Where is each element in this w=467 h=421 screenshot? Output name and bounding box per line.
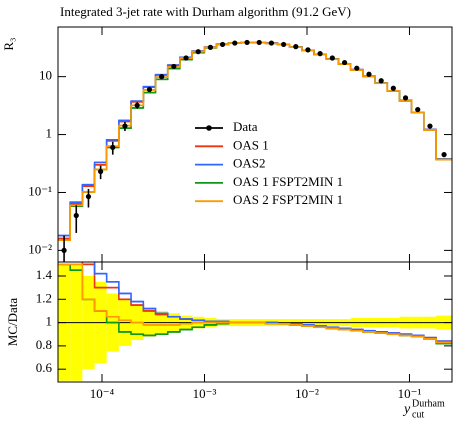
x-axis-label-sup: Durham bbox=[412, 398, 445, 409]
data-point bbox=[256, 39, 262, 46]
ratio-plot bbox=[58, 262, 452, 381]
y-tick-label: 10 bbox=[39, 68, 52, 83]
data-point bbox=[341, 59, 348, 66]
data-point bbox=[281, 41, 287, 48]
data-point bbox=[390, 85, 396, 91]
x-tick-label: 10⁻⁴ bbox=[90, 386, 115, 401]
data-point bbox=[207, 44, 214, 50]
data-point bbox=[317, 51, 323, 57]
x-tick-label: 10⁻² bbox=[295, 386, 319, 401]
data-point bbox=[122, 123, 128, 129]
data-point bbox=[415, 106, 421, 113]
data-point bbox=[98, 168, 104, 175]
y-tick-label: 10⁻² bbox=[28, 241, 52, 256]
data-point bbox=[171, 63, 177, 70]
y-tick-label: 1 bbox=[46, 126, 53, 141]
data-point bbox=[134, 102, 140, 108]
legend-label: OAS 1 bbox=[233, 137, 269, 152]
data-point bbox=[329, 55, 335, 61]
y-tick-label: 10⁻¹ bbox=[28, 183, 52, 198]
histogram-connector bbox=[58, 263, 452, 344]
x-tick-label: 10⁻³ bbox=[193, 386, 217, 401]
data-point bbox=[73, 212, 79, 219]
data-point bbox=[402, 95, 409, 101]
data-point bbox=[366, 71, 372, 77]
x-tick-label: 10⁻¹ bbox=[398, 386, 422, 401]
chart-title: Integrated 3-jet rate with Durham algori… bbox=[60, 4, 351, 19]
ratio-frame bbox=[57, 261, 453, 383]
axes: 10⁻² 10⁻¹ 1 10 0.6 0.8 1 1.2 1.4 10⁻⁴ 10⁻³ 10⁻² 10⁻¹… bbox=[28, 27, 452, 401]
legend-marker bbox=[206, 125, 212, 131]
x-axis-label-sub: cut bbox=[412, 409, 424, 420]
data-point bbox=[159, 74, 165, 80]
data-point bbox=[441, 152, 447, 158]
data-point bbox=[354, 65, 360, 71]
legend-label: OAS2 bbox=[233, 156, 266, 171]
legend-label: OAS 1 FSPT2MIN 1 bbox=[233, 174, 343, 189]
data-point bbox=[183, 55, 189, 61]
legend-label: OAS 2 FSPT2MIN 1 bbox=[233, 192, 343, 207]
ratio-tick-label: 1.4 bbox=[36, 267, 53, 282]
data-point bbox=[85, 193, 92, 200]
legend-label: Data bbox=[233, 119, 258, 134]
data-point bbox=[293, 44, 299, 50]
ratio-tick-label: 1.2 bbox=[36, 290, 52, 305]
data-point bbox=[427, 123, 433, 129]
data-point bbox=[305, 47, 311, 53]
data-point bbox=[219, 41, 226, 48]
data-point bbox=[146, 86, 153, 93]
ratio-tick-label: 1 bbox=[46, 314, 53, 329]
y-axis-label: R₃ bbox=[1, 37, 16, 50]
data-point bbox=[232, 40, 238, 46]
ratio-tick-label: 0.8 bbox=[36, 337, 52, 352]
data-point bbox=[378, 78, 384, 84]
data-point bbox=[268, 40, 275, 46]
ratio-tick-label: 0.6 bbox=[36, 360, 53, 375]
data-point bbox=[195, 49, 201, 55]
x-axis-label: y bbox=[402, 402, 411, 417]
main-plot bbox=[58, 39, 452, 262]
data-point bbox=[110, 144, 116, 151]
ratio-axis-label: MC/Data bbox=[5, 298, 20, 347]
data-point bbox=[244, 39, 250, 46]
